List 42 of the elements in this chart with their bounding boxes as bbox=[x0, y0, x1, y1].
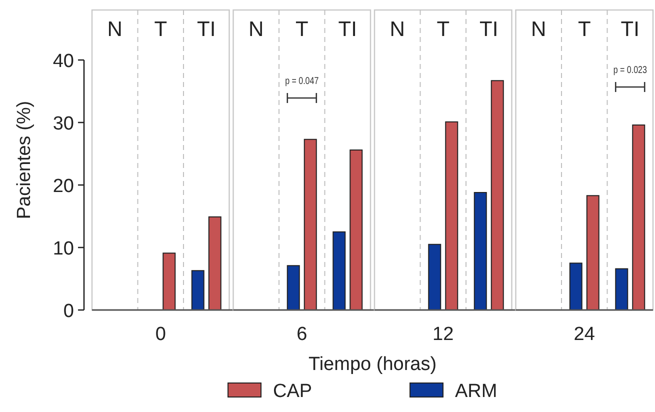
bar bbox=[350, 150, 363, 310]
y-axis-title: Pacientes (%) bbox=[14, 100, 35, 220]
annotation: p = 0.047 bbox=[285, 75, 319, 86]
x-tick-label: TI bbox=[480, 18, 498, 41]
text: 0 bbox=[155, 324, 166, 345]
legend-label: ARM bbox=[455, 381, 498, 402]
legend-label: CAP bbox=[273, 381, 312, 402]
bar bbox=[615, 268, 628, 310]
bar bbox=[445, 121, 458, 310]
y-tick-label: 20 bbox=[52, 176, 74, 197]
y-tick-label: 0 bbox=[63, 301, 74, 322]
bar bbox=[191, 270, 204, 310]
bar bbox=[332, 231, 346, 310]
text: 6 bbox=[296, 324, 308, 345]
x-tick-label: N bbox=[107, 18, 122, 41]
x-tick-label: N bbox=[531, 18, 546, 41]
bar bbox=[586, 195, 600, 310]
bar bbox=[208, 216, 222, 310]
bar bbox=[632, 124, 646, 310]
bar bbox=[428, 244, 442, 310]
bar bbox=[474, 192, 487, 310]
bar bbox=[162, 252, 176, 310]
x-tick-label: TI bbox=[197, 18, 216, 41]
bar bbox=[569, 262, 582, 310]
x-tick-label: N bbox=[248, 18, 264, 41]
y-tick-label: 10 bbox=[52, 238, 74, 260]
x-tick-label: TI bbox=[338, 18, 357, 41]
x-tick-label: T bbox=[295, 18, 308, 41]
bar bbox=[304, 138, 317, 310]
text: 12 bbox=[432, 324, 454, 345]
x-tick-label: T bbox=[436, 18, 450, 41]
bar bbox=[490, 80, 504, 310]
text: 24 bbox=[574, 324, 596, 345]
y-tick-label: 40 bbox=[52, 51, 74, 72]
bar bbox=[286, 265, 300, 310]
x-tick-label: T bbox=[578, 18, 591, 41]
x-axis-title: Tiempo (horas) bbox=[308, 354, 437, 375]
x-tick-label: T bbox=[154, 18, 168, 41]
annotation: p = 0.023 bbox=[613, 64, 647, 76]
x-tick-label: TI bbox=[620, 18, 640, 41]
x-tick-label: N bbox=[390, 18, 405, 41]
y-tick-label: 30 bbox=[52, 114, 74, 134]
